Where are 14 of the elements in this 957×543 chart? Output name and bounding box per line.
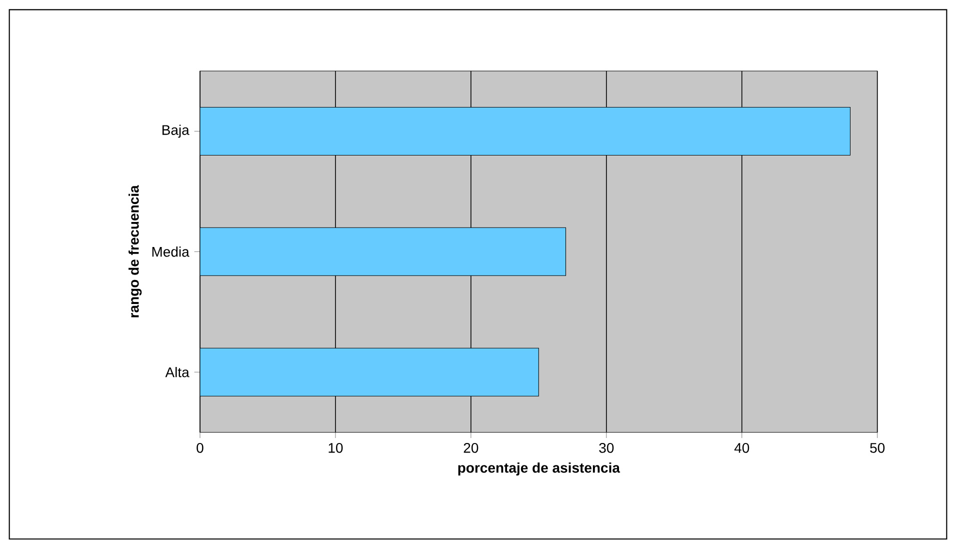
x-tick-label: 10 — [328, 442, 343, 453]
y-axis-title: rango de frecuencia — [128, 185, 142, 318]
x-tick-label: 0 — [196, 442, 204, 453]
y-tick-label: Baja — [162, 124, 190, 138]
x-tick-label: 20 — [464, 442, 478, 453]
x-tick-label: 30 — [599, 442, 614, 453]
bar — [200, 348, 539, 396]
y-tick-label: Alta — [165, 366, 190, 378]
bar — [200, 227, 566, 276]
y-tick-label: Media — [152, 246, 190, 257]
x-tick-label: 40 — [734, 442, 750, 453]
x-axis-title: porcentaje de asistencia — [458, 462, 620, 476]
x-tick-label: 50 — [870, 442, 885, 453]
bar — [200, 106, 851, 156]
